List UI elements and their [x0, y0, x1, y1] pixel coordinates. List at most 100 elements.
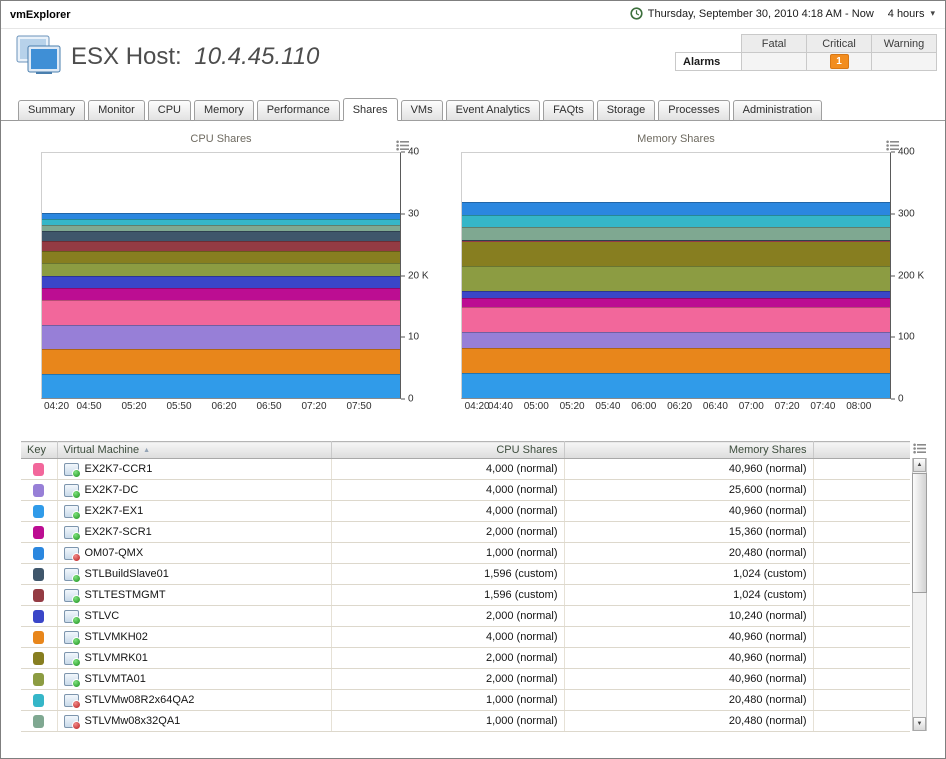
scroll-up-button[interactable]: ▲	[913, 458, 926, 472]
key-swatch	[33, 525, 45, 539]
vm-row-stlvmw08r2x64qa2[interactable]: STLVMw08R2x64QA2 1,000 (normal) 20,480 (no…	[21, 689, 910, 711]
chart-actions-icon[interactable]	[396, 140, 409, 151]
vm-row-stlvmw08x32qa1[interactable]: STLVMw08x32QA1 1,000 (normal) 20,480 (norm…	[21, 710, 910, 732]
x-tick-label: 05:40	[595, 401, 621, 412]
tab-monitor[interactable]: Monitor	[88, 100, 145, 121]
vm-status-icon	[63, 567, 81, 583]
scroll-down-button[interactable]: ▼	[913, 717, 926, 731]
chart-actions-icon[interactable]	[886, 140, 899, 151]
vm-row-stlvmrk01[interactable]: STLVMRK01 2,000 (normal) 40,960 (normal)	[21, 647, 910, 669]
vm-row-om07-qmx[interactable]: OM07-QMX 1,000 (normal) 20,480 (normal)	[21, 542, 910, 564]
tab-event-analytics[interactable]: Event Analytics	[445, 100, 541, 121]
key-swatch	[33, 609, 45, 623]
vm-name: EX2K7-DC	[84, 484, 139, 496]
memory-shares-value: 10,240 (normal)	[564, 605, 814, 627]
power-off-icon	[71, 699, 81, 709]
tab-cpu[interactable]: CPU	[147, 100, 191, 121]
memory-y-axis: 400 300 200 K 100 0	[891, 147, 929, 405]
cpu-shares-value: 2,000 (normal)	[331, 647, 565, 669]
tab-vms[interactable]: VMs	[400, 100, 443, 121]
critical-count-badge[interactable]: 1	[829, 54, 849, 69]
vm-row-ex2k7-scr1[interactable]: EX2K7-SCR1 2,000 (normal) 15,360 (normal)	[21, 521, 910, 543]
vm-status-icon	[63, 588, 81, 604]
vm-status-icon	[63, 693, 81, 709]
series-band-ex2k7-scr1	[42, 287, 400, 300]
tab-administration[interactable]: Administration	[732, 100, 823, 121]
app-title: vmExplorer	[10, 9, 71, 21]
y-tick-label: 30	[401, 208, 419, 219]
column-header-cpu-shares[interactable]: CPU Shares	[331, 441, 565, 459]
vm-name: STLTESTMGMT	[84, 589, 166, 601]
cpu-shares-value: 4,000 (normal)	[331, 479, 565, 501]
tab-shares[interactable]: Shares	[342, 98, 398, 121]
x-tick-label: 05:20	[559, 401, 585, 412]
key-swatch	[33, 462, 45, 476]
tab-faqts[interactable]: FAQts	[543, 100, 594, 121]
alarms-fatal-count	[741, 52, 807, 71]
vm-name: EX2K7-SCR1	[84, 526, 152, 538]
stacked-areas	[462, 153, 890, 398]
x-tick-label: 07:20	[301, 401, 327, 412]
power-on-icon	[71, 678, 81, 688]
cpu-shares-value: 1,000 (normal)	[331, 542, 565, 564]
scroll-thumb[interactable]	[912, 473, 927, 593]
tab-performance[interactable]: Performance	[256, 100, 340, 121]
vm-row-ex2k7-ex1[interactable]: EX2K7-EX1 4,000 (normal) 40,960 (normal)	[21, 500, 910, 522]
time-range-control[interactable]: Thursday, September 30, 2010 4:18 AM - N…	[630, 7, 935, 20]
vm-row-ex2k7-dc[interactable]: EX2K7-DC 4,000 (normal) 25,600 (normal)	[21, 479, 910, 501]
column-header-key[interactable]: Key	[21, 441, 58, 459]
tab-storage[interactable]: Storage	[596, 100, 656, 121]
table-header-row: Key Virtual Machine ▲ CPU Shares Memory S…	[21, 441, 910, 459]
series-band-ex2k7-scr1	[462, 297, 890, 308]
column-header-virtual-machine[interactable]: Virtual Machine ▲	[57, 441, 332, 459]
x-tick-label: 05:50	[166, 401, 192, 412]
power-on-icon	[71, 468, 81, 478]
x-tick-label: 08:00	[846, 401, 872, 412]
series-band-stlbuildslave01	[42, 231, 400, 242]
x-tick-label: 04:20	[44, 401, 70, 412]
vm-row-ex2k7-ccr1[interactable]: EX2K7-CCR1 4,000 (normal) 40,960 (normal)	[21, 458, 910, 480]
series-band-stlvmw08r2x64qa2	[462, 214, 890, 228]
column-header-memory-shares[interactable]: Memory Shares	[564, 441, 814, 459]
tab-summary[interactable]: Summary	[18, 100, 86, 121]
series-band-stltestmgmt	[462, 240, 890, 242]
series-band-stlvmta01	[42, 263, 400, 276]
vm-row-stlvc[interactable]: STLVC 2,000 (normal) 10,240 (normal)	[21, 605, 910, 627]
y-tick-label: 40	[401, 147, 419, 158]
vm-row-stlvmkh02[interactable]: STLVMKH02 4,000 (normal) 40,960 (normal)	[21, 626, 910, 648]
alarms-critical-count[interactable]: 1	[806, 52, 872, 71]
power-on-icon	[71, 489, 81, 499]
series-band-stlvmrk01	[42, 251, 400, 264]
host-ip: 10.4.45.110	[194, 43, 320, 70]
vm-name: STLVMw08R2x64QA2	[84, 694, 195, 706]
vm-row-stlbuildslave01[interactable]: STLBuildSlave01 1,596 (custom) 1,024 (cust…	[21, 563, 910, 585]
x-tick-label: 04:40	[487, 401, 513, 412]
x-tick-label: 07:20	[774, 401, 800, 412]
vm-name: STLVMw08x32QA1	[84, 715, 181, 727]
vm-row-stltestmgmt[interactable]: STLTESTMGMT 1,596 (custom) 1,024 (custom)	[21, 584, 910, 606]
vm-name: STLVMTA01	[84, 673, 146, 685]
power-on-icon	[71, 615, 81, 625]
clock-icon	[630, 7, 643, 20]
key-swatch	[33, 693, 45, 707]
vm-status-icon	[63, 525, 81, 541]
series-band-om07-qmx	[462, 202, 890, 215]
key-swatch	[33, 672, 45, 686]
vm-row-stlvmta01[interactable]: STLVMTA01 2,000 (normal) 40,960 (normal)	[21, 668, 910, 690]
time-range-label: Thursday, September 30, 2010 4:18 AM - N…	[647, 7, 874, 20]
row-filler	[813, 710, 910, 732]
key-swatch	[33, 567, 45, 581]
table-actions-icon[interactable]	[913, 443, 926, 454]
series-band-stlvmw08x32qa1	[42, 225, 400, 232]
x-tick-label: 06:20	[211, 401, 237, 412]
tab-processes[interactable]: Processes	[658, 100, 730, 121]
table-scrollbar[interactable]: ▲ ▼	[912, 458, 927, 731]
cpu-shares-value: 4,000 (normal)	[331, 500, 565, 522]
memory-shares-value: 40,960 (normal)	[564, 626, 814, 648]
y-tick-label: 20 K	[401, 270, 429, 281]
vm-status-icon	[63, 546, 81, 562]
series-band-om07-qmx	[42, 213, 400, 220]
tab-memory[interactable]: Memory	[193, 100, 254, 121]
key-swatch	[33, 651, 45, 665]
